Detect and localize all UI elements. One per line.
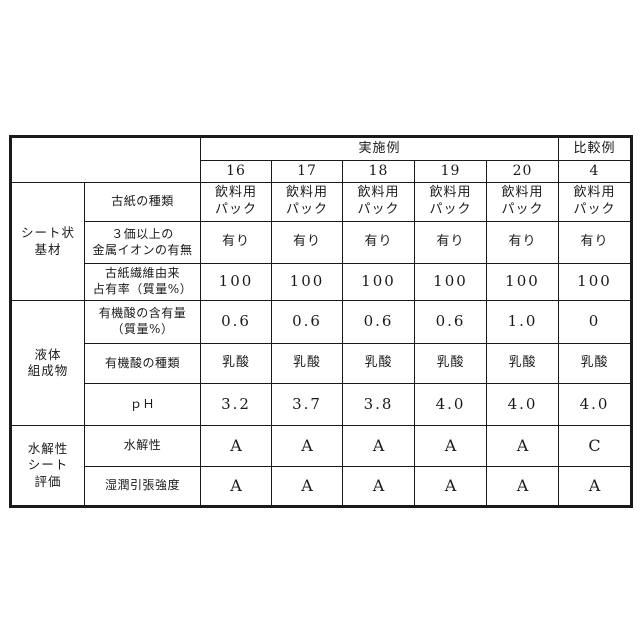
group-label-sheet-base: シート状 基材 xyxy=(10,182,85,301)
table-cell: 飲料用 パック xyxy=(342,182,415,222)
comparative-header: 比較例 xyxy=(558,136,632,161)
row-label-wet-tensile-strength: 湿潤引張強度 xyxy=(84,466,201,507)
table-cell: A xyxy=(342,425,415,467)
table-cell: A xyxy=(486,425,559,467)
table-cell: 乳酸 xyxy=(342,343,415,384)
table-cell: A xyxy=(558,466,632,507)
table-cell: A xyxy=(271,425,343,467)
table-cell: A xyxy=(414,466,487,507)
table-cell: 4.0 xyxy=(558,383,632,426)
table-cell: 100 xyxy=(486,263,559,301)
col-header-16: 16 xyxy=(200,160,272,183)
table-cell: 有り xyxy=(200,221,272,264)
table-row: 水解性 シート 評価 水解性 A A A A A C xyxy=(10,425,632,507)
table-cell: A xyxy=(200,466,272,507)
table-row: ｐＨ 3.2 3.7 3.8 4.0 4.0 4.0 xyxy=(11,383,632,426)
table-cell: 0.6 xyxy=(200,300,272,344)
table-cell: 飲料用 パック xyxy=(558,182,632,222)
table-cell: 飲料用 パック xyxy=(414,182,487,222)
table-row: 古紙繊維由来 占有率（質量%） 100 100 100 100 100 100 xyxy=(11,263,632,301)
table-cell: 0 xyxy=(558,300,632,344)
patent-results-table: 実施例 比較例 16 17 18 19 20 4 シート状 基材 古紙の種類 飲… xyxy=(9,135,633,508)
table-cell: A xyxy=(486,466,559,507)
table-cell: 0.6 xyxy=(342,300,415,344)
table-cell: 乳酸 xyxy=(558,343,632,384)
col-header-comparative-4: 4 xyxy=(558,160,632,183)
table-row: 湿潤引張強度 A A A A A A xyxy=(11,466,632,507)
table-cell: 乳酸 xyxy=(271,343,343,384)
table-cell: 3.8 xyxy=(342,383,415,426)
row-label-waste-paper-type: 古紙の種類 xyxy=(84,182,201,222)
table-row: 16 17 18 19 20 4 xyxy=(11,160,632,183)
row-label-fiber-occupancy: 古紙繊維由来 占有率（質量%） xyxy=(84,263,201,301)
table-cell: 100 xyxy=(271,263,343,301)
col-header-18: 18 xyxy=(342,160,415,183)
table-cell: 4.0 xyxy=(414,383,487,426)
table-cell: A xyxy=(342,466,415,507)
table-cell: 乳酸 xyxy=(414,343,487,384)
table-cell: 乳酸 xyxy=(200,343,272,384)
table-row: 実施例 比較例 xyxy=(10,136,632,183)
table-cell: 飲料用 パック xyxy=(200,182,272,222)
table-cell: 有り xyxy=(271,221,343,264)
table-cell: 飲料用 パック xyxy=(486,182,559,222)
group-label-liquid-composition: 液体 組成物 xyxy=(10,300,85,426)
examples-header: 実施例 xyxy=(200,136,559,161)
col-header-19: 19 xyxy=(414,160,487,183)
row-label-ph: ｐＨ xyxy=(84,383,201,426)
row-label-organic-acid-content: 有機酸の含有量 （質量%） xyxy=(84,300,201,344)
table-cell: 100 xyxy=(414,263,487,301)
table-cell: A xyxy=(271,466,343,507)
table-cell: 3.7 xyxy=(271,383,343,426)
table-cell: 有り xyxy=(414,221,487,264)
table-cell: 乳酸 xyxy=(486,343,559,384)
table-cell: 有り xyxy=(486,221,559,264)
row-label-metal-ions: ３価以上の 金属イオンの有無 xyxy=(84,221,201,264)
col-header-20: 20 xyxy=(486,160,559,183)
table-cell: 有り xyxy=(342,221,415,264)
col-header-17: 17 xyxy=(271,160,343,183)
table-cell: 1.0 xyxy=(486,300,559,344)
table-row: ３価以上の 金属イオンの有無 有り 有り 有り 有り 有り 有り xyxy=(11,221,632,264)
table-cell: 飲料用 パック xyxy=(271,182,343,222)
table-cell: C xyxy=(558,425,632,467)
table-cell: 有り xyxy=(558,221,632,264)
table-cell: A xyxy=(414,425,487,467)
corner-cell xyxy=(10,136,201,183)
table-cell: 4.0 xyxy=(486,383,559,426)
group-label-sheet-evaluation: 水解性 シート 評価 xyxy=(10,425,85,507)
row-label-organic-acid-type: 有機酸の種類 xyxy=(84,343,201,384)
table-cell: 100 xyxy=(558,263,632,301)
table-cell: A xyxy=(200,425,272,467)
table-cell: 0.6 xyxy=(414,300,487,344)
table-cell: 100 xyxy=(200,263,272,301)
table-row: シート状 基材 古紙の種類 飲料用 パック 飲料用 パック 飲料用 パック 飲料… xyxy=(10,182,632,301)
table-cell: 3.2 xyxy=(200,383,272,426)
row-label-hydrolyzability: 水解性 xyxy=(84,425,201,467)
table-row: 液体 組成物 有機酸の含有量 （質量%） 0.6 0.6 0.6 0.6 1.0… xyxy=(10,300,632,426)
table-cell: 0.6 xyxy=(271,300,343,344)
table-cell: 100 xyxy=(342,263,415,301)
table-row: 有機酸の種類 乳酸 乳酸 乳酸 乳酸 乳酸 乳酸 xyxy=(11,343,632,384)
